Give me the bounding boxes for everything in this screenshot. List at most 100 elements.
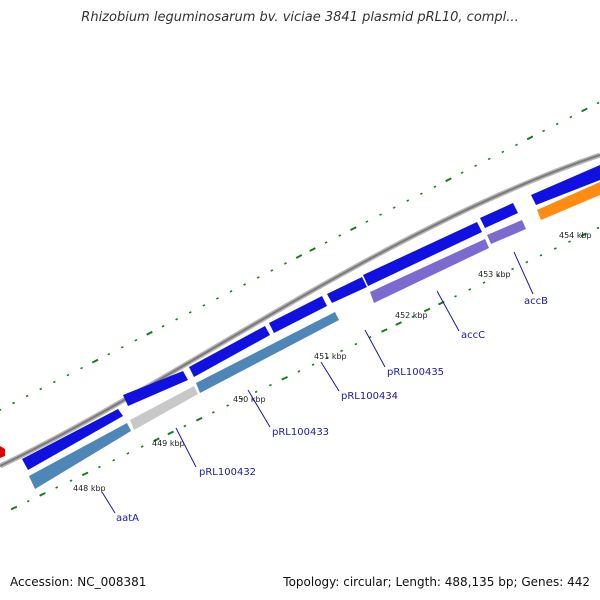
gc-tick xyxy=(460,171,464,175)
gc-tick xyxy=(52,380,56,384)
reverse-cds-track xyxy=(29,182,600,489)
ruler-label: 453 kbp xyxy=(478,270,511,279)
gc-tick xyxy=(167,430,175,436)
gc-tick xyxy=(120,345,124,349)
gc-tick xyxy=(525,260,529,264)
cds-forward[interactable] xyxy=(22,409,123,470)
gc-tick xyxy=(243,283,247,286)
ruler-label: 449 kbp xyxy=(152,439,185,448)
gc-tick xyxy=(496,274,500,278)
gc-tick xyxy=(365,220,369,223)
leader-line xyxy=(175,427,197,468)
cds-forward[interactable] xyxy=(531,165,600,205)
gc-tick xyxy=(474,164,478,168)
accession-text: Accession: NC_008381 xyxy=(10,575,147,589)
cds-forward[interactable] xyxy=(480,203,518,228)
gc-tick xyxy=(240,397,244,401)
ruler-label: 454 kbp xyxy=(559,231,592,240)
forward-cds-track xyxy=(22,165,600,470)
cds-reverse[interactable] xyxy=(29,423,131,489)
gc-tick xyxy=(26,499,30,503)
gene-label-aata[interactable]: aatA xyxy=(116,513,139,524)
gene-label-accb[interactable]: accB xyxy=(524,296,548,307)
gc-tick xyxy=(526,135,534,141)
gc-tick xyxy=(226,404,230,407)
gc-tick xyxy=(202,304,206,307)
gc-tick xyxy=(175,317,179,321)
gc-tick xyxy=(153,437,160,442)
gc-tick xyxy=(596,101,600,105)
leader-line xyxy=(247,389,271,428)
topology-stats-text: Topology: circular; Length: 488,135 bp; … xyxy=(283,575,590,589)
gc-tick xyxy=(112,458,116,462)
backbone-arc-inner xyxy=(0,154,600,467)
gc-tick xyxy=(134,338,138,342)
gc-tick xyxy=(80,366,83,370)
gc-tick xyxy=(188,311,192,314)
gc-tick xyxy=(392,206,396,209)
gc-tick xyxy=(268,383,272,387)
gene-label-prl100434[interactable]: pRL100434 xyxy=(341,391,398,402)
cds-reverse[interactable] xyxy=(130,386,198,430)
gc-tick xyxy=(211,411,215,414)
gc-tick xyxy=(69,479,73,482)
gc-tick xyxy=(454,295,457,298)
cds-reverse[interactable] xyxy=(487,220,526,244)
gc-tick xyxy=(340,349,344,353)
cds-reverse[interactable] xyxy=(196,312,339,393)
gc-tick xyxy=(482,281,486,284)
gene-label-prl100432[interactable]: pRL100432 xyxy=(199,467,256,478)
cds-orange[interactable] xyxy=(537,182,600,220)
gc-tick xyxy=(354,342,358,346)
leader-line xyxy=(320,361,340,392)
gc-tick xyxy=(539,254,543,257)
gc-tick xyxy=(445,177,452,183)
gc-tick xyxy=(325,356,329,360)
leader-line xyxy=(436,290,460,332)
gene-label-prl100435[interactable]: pRL100435 xyxy=(387,367,444,378)
gc-tick xyxy=(297,370,301,373)
gc-tick xyxy=(569,115,573,119)
cds-forward[interactable] xyxy=(189,326,270,377)
gc-tick xyxy=(580,232,588,238)
gc-tick xyxy=(511,267,514,271)
gc-tick xyxy=(423,307,431,313)
gc-tick xyxy=(596,226,600,230)
leader-line xyxy=(513,251,534,295)
gc-tick xyxy=(183,424,187,428)
cds-forward[interactable] xyxy=(363,222,482,286)
gc-tick xyxy=(195,416,203,422)
gc-tick xyxy=(216,297,219,300)
gc-tick xyxy=(254,390,258,394)
gc-skew-inner-ticks xyxy=(10,226,600,511)
gc-tick xyxy=(107,352,111,356)
gc-tick xyxy=(256,276,260,279)
cds-forward[interactable] xyxy=(327,277,367,303)
gc-tick xyxy=(419,192,423,196)
gc-tick xyxy=(140,445,144,448)
gc-tick xyxy=(379,213,382,216)
gc-tick xyxy=(66,373,70,377)
gc-tick xyxy=(91,358,99,364)
gc-tick xyxy=(126,452,130,455)
gc-tick xyxy=(161,324,165,328)
gc-tick xyxy=(568,240,571,243)
gc-tick xyxy=(433,185,437,189)
gc-tick xyxy=(311,363,315,366)
cds-reverse[interactable] xyxy=(370,239,489,303)
gene-label-accc[interactable]: accC xyxy=(461,330,485,341)
gc-tick xyxy=(0,408,2,411)
gc-tick xyxy=(468,288,472,291)
cds-forward[interactable] xyxy=(269,296,327,333)
gc-tick xyxy=(338,234,342,237)
gc-tick xyxy=(295,254,303,259)
leader-line xyxy=(364,329,386,368)
ruler-label: 452 kbp xyxy=(395,311,428,320)
gene-label-prl100433[interactable]: pRL100433 xyxy=(272,427,329,438)
gc-tick xyxy=(281,375,288,381)
cds-forward[interactable] xyxy=(123,371,188,406)
gc-tick xyxy=(515,143,518,147)
gc-tick xyxy=(542,129,546,133)
gc-tick xyxy=(10,505,18,511)
